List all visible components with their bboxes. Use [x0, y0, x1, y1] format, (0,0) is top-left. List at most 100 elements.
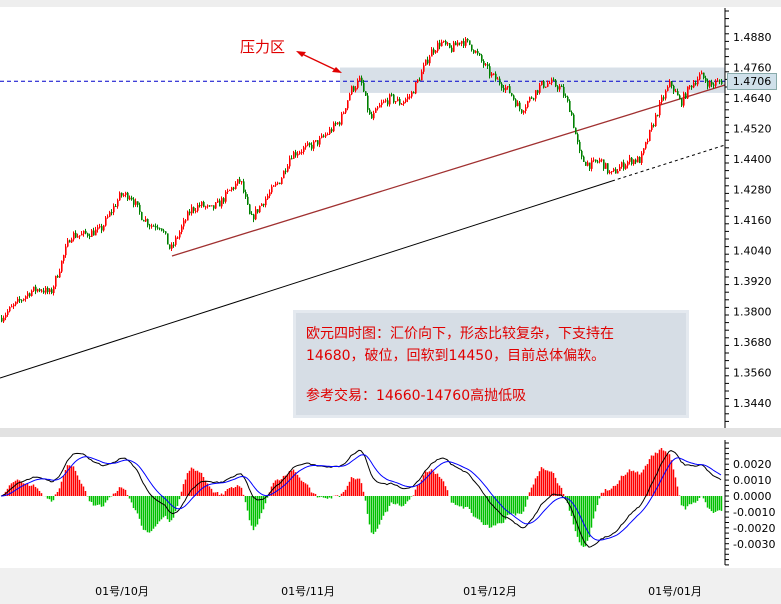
candle-body [363, 82, 365, 92]
candle-body [347, 100, 349, 109]
candle-body [397, 99, 399, 102]
candle-body [379, 104, 381, 108]
candle-body [277, 182, 279, 184]
candle-body [161, 228, 163, 231]
candle-body [457, 42, 459, 46]
candle-body [183, 220, 185, 227]
candle-body [375, 108, 377, 113]
candle-body [29, 293, 31, 296]
candle-body [279, 182, 281, 184]
candle-body [211, 205, 213, 207]
candle-body [713, 84, 715, 86]
resistance-zone-label: 压力区 [240, 38, 286, 56]
candle-body [495, 73, 497, 80]
candle-body [179, 232, 181, 238]
candle-body [329, 129, 331, 135]
candle-body [443, 40, 445, 42]
candle-body [619, 166, 621, 172]
candle-body [617, 171, 619, 174]
candle-body [693, 83, 695, 88]
candle-body [19, 298, 21, 301]
candle-body [297, 153, 299, 156]
candle-body [17, 298, 19, 302]
candle-body [33, 286, 35, 291]
candle-body [59, 271, 61, 278]
candle-body [331, 129, 333, 132]
candle-body [225, 191, 227, 202]
candle-body [341, 113, 343, 125]
candle-body [47, 287, 49, 293]
candle-body [421, 71, 423, 81]
candle-body [577, 134, 579, 142]
candle-body [101, 226, 103, 231]
candle-body [141, 212, 143, 221]
candle-body [537, 90, 539, 93]
candle-body [369, 109, 371, 115]
candle-body [327, 134, 329, 136]
candle-body [111, 212, 113, 214]
candle-body [373, 112, 375, 119]
candle-body [287, 166, 289, 172]
candle-body [559, 86, 561, 90]
panel-separator[interactable] [0, 428, 781, 437]
candle-body [521, 109, 523, 113]
candle-body [275, 183, 277, 186]
candle-body [77, 236, 79, 238]
candle-body [499, 78, 501, 84]
candle-body [583, 156, 585, 162]
candle-body [683, 93, 685, 106]
candle-body [475, 51, 477, 53]
candle-body [479, 53, 481, 56]
candle-body [127, 192, 129, 200]
candle-body [283, 170, 285, 179]
candle-body [97, 227, 99, 230]
candle-body [687, 86, 689, 99]
candle-body [227, 190, 229, 192]
candle-body [321, 135, 323, 138]
candle-body [143, 220, 145, 222]
candle-body [721, 81, 723, 84]
candle-body [503, 87, 505, 91]
candle-body [445, 40, 447, 45]
candle-body [383, 101, 385, 103]
price-tick-label: 1.4160 [733, 214, 772, 227]
candle-body [649, 129, 651, 141]
candle-body [13, 304, 15, 307]
price-tick-label: 1.3680 [733, 336, 772, 349]
candle-body [285, 170, 287, 172]
candle-body [351, 86, 353, 95]
candle-body [207, 205, 209, 207]
candle-body [657, 114, 659, 116]
candle-body [239, 179, 241, 182]
candle-body [411, 92, 413, 97]
candle-body [471, 44, 473, 51]
candle-body [109, 212, 111, 217]
candle-body [293, 152, 295, 159]
candle-body [271, 186, 273, 193]
price-tick-label: 1.4640 [733, 92, 772, 105]
candle-body [27, 293, 29, 297]
candle-body [209, 205, 211, 207]
candle-body [685, 93, 687, 99]
candle-body [565, 95, 567, 97]
candle-body [53, 286, 55, 294]
candle-body [147, 219, 149, 226]
candle-body [265, 198, 267, 206]
candle-body [253, 214, 255, 220]
candle-body [611, 171, 613, 173]
candle-body [85, 230, 87, 234]
candle-body [89, 235, 91, 237]
candle-body [95, 229, 97, 236]
candle-body [675, 91, 677, 93]
candle-body [23, 298, 25, 301]
price-tick-label: 1.3440 [733, 397, 772, 410]
candle-body [233, 187, 235, 189]
candle-body [547, 83, 549, 87]
candle-body [487, 64, 489, 67]
candle-body [119, 192, 121, 201]
candle-body [539, 84, 541, 93]
candle-body [389, 94, 391, 105]
price-tick-label: 1.3920 [733, 275, 772, 288]
candle-body [319, 137, 321, 145]
candle-body [419, 79, 421, 81]
